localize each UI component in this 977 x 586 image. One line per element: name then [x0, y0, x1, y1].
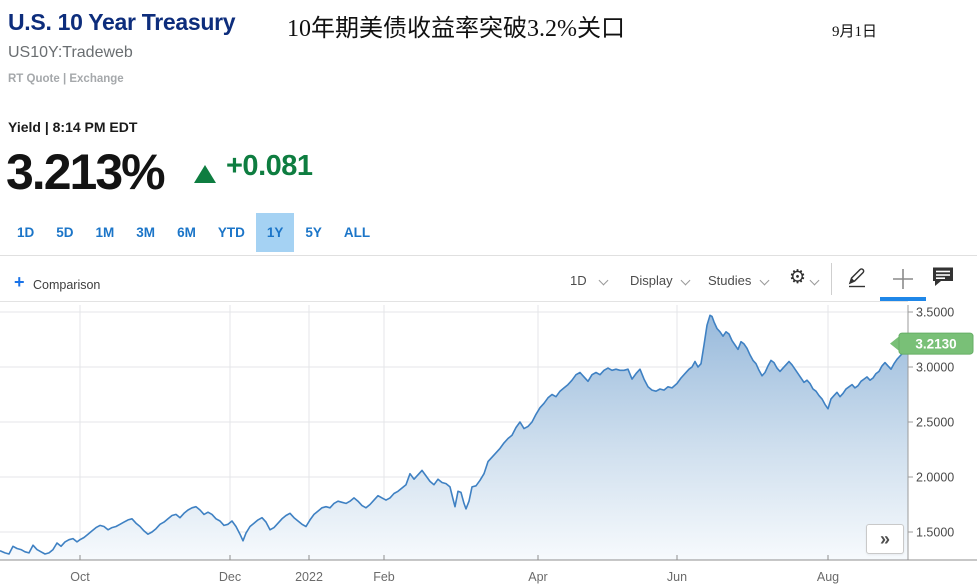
up-arrow-icon	[194, 165, 216, 183]
comment-icon[interactable]	[932, 266, 954, 287]
pencil-icon[interactable]	[845, 266, 869, 290]
page-title: U.S. 10 Year Treasury	[8, 9, 236, 35]
y-axis-label: 3.0000	[916, 361, 954, 375]
current-yield-value: 3.213%	[6, 144, 166, 200]
toolbar-divider	[831, 263, 832, 295]
chevron-down-icon[interactable]	[598, 275, 609, 286]
add-comparison-icon[interactable]: +	[14, 272, 25, 292]
range-tab-1d[interactable]: 1D	[17, 225, 35, 240]
x-axis-label: Dec	[219, 570, 241, 584]
y-axis-label: 1.5000	[916, 526, 954, 540]
news-date: 9月1日	[832, 24, 878, 40]
svg-text:3.2130: 3.2130	[915, 336, 956, 351]
last-price-badge: 3.2130	[890, 332, 974, 355]
studies-dropdown[interactable]: Studies	[708, 273, 752, 288]
range-tab-1m[interactable]: 1M	[95, 225, 115, 240]
crosshair-icon[interactable]	[890, 266, 916, 292]
toolbar-bottom-border	[0, 301, 908, 302]
x-axis-label: Jun	[667, 570, 687, 584]
expand-chart-button[interactable]: »	[866, 524, 904, 554]
x-axis-label: Oct	[70, 570, 90, 584]
time-range-tabs: 1D 5D 1M 3M 6M YTD 1Y 5Y ALL	[6, 213, 381, 252]
y-axis-label: 2.0000	[916, 471, 954, 485]
range-tab-6m[interactable]: 6M	[177, 225, 196, 240]
ticker-symbol: US10Y:Tradeweb	[8, 44, 133, 61]
yield-timestamp-label: Yield | 8:14 PM EDT	[8, 119, 138, 135]
chart-line	[0, 314, 909, 555]
tabs-separator	[0, 255, 977, 256]
active-tool-underline	[880, 297, 926, 301]
range-tab-5d[interactable]: 5D	[56, 225, 74, 240]
x-axis-label: Feb	[373, 570, 395, 584]
change-value: +0.081	[226, 150, 313, 182]
price-chart[interactable]: 3.5000 3.0000 2.5000 2.0000 1.5000 Oct Dec 2022…	[0, 303, 977, 586]
range-tab-3m[interactable]: 3M	[136, 225, 156, 240]
gear-icon[interactable]: ⚙	[789, 266, 807, 288]
range-tab-all[interactable]: ALL	[343, 225, 371, 240]
chevron-down-icon[interactable]	[809, 275, 820, 286]
interval-dropdown[interactable]: 1D	[570, 273, 587, 288]
range-tab-5y[interactable]: 5Y	[305, 225, 322, 240]
comparison-button[interactable]: Comparison	[33, 278, 101, 292]
x-axis-label: Apr	[528, 570, 547, 584]
chevron-down-icon[interactable]	[759, 275, 770, 286]
chevron-down-icon[interactable]	[680, 275, 691, 286]
news-headline: 10年期美债收益率突破3.2%关口	[287, 16, 625, 42]
display-dropdown[interactable]: Display	[630, 273, 673, 288]
range-tab-ytd[interactable]: YTD	[217, 225, 245, 240]
chart-area	[0, 315, 908, 560]
y-axis-label: 2.5000	[916, 416, 954, 430]
quote-meta: RT Quote | Exchange	[8, 73, 124, 85]
x-axis-label: Aug	[817, 570, 839, 584]
range-tab-1y[interactable]: 1Y	[255, 213, 295, 252]
y-axis-label: 3.5000	[916, 306, 954, 320]
x-axis-label: 2022	[295, 570, 323, 584]
